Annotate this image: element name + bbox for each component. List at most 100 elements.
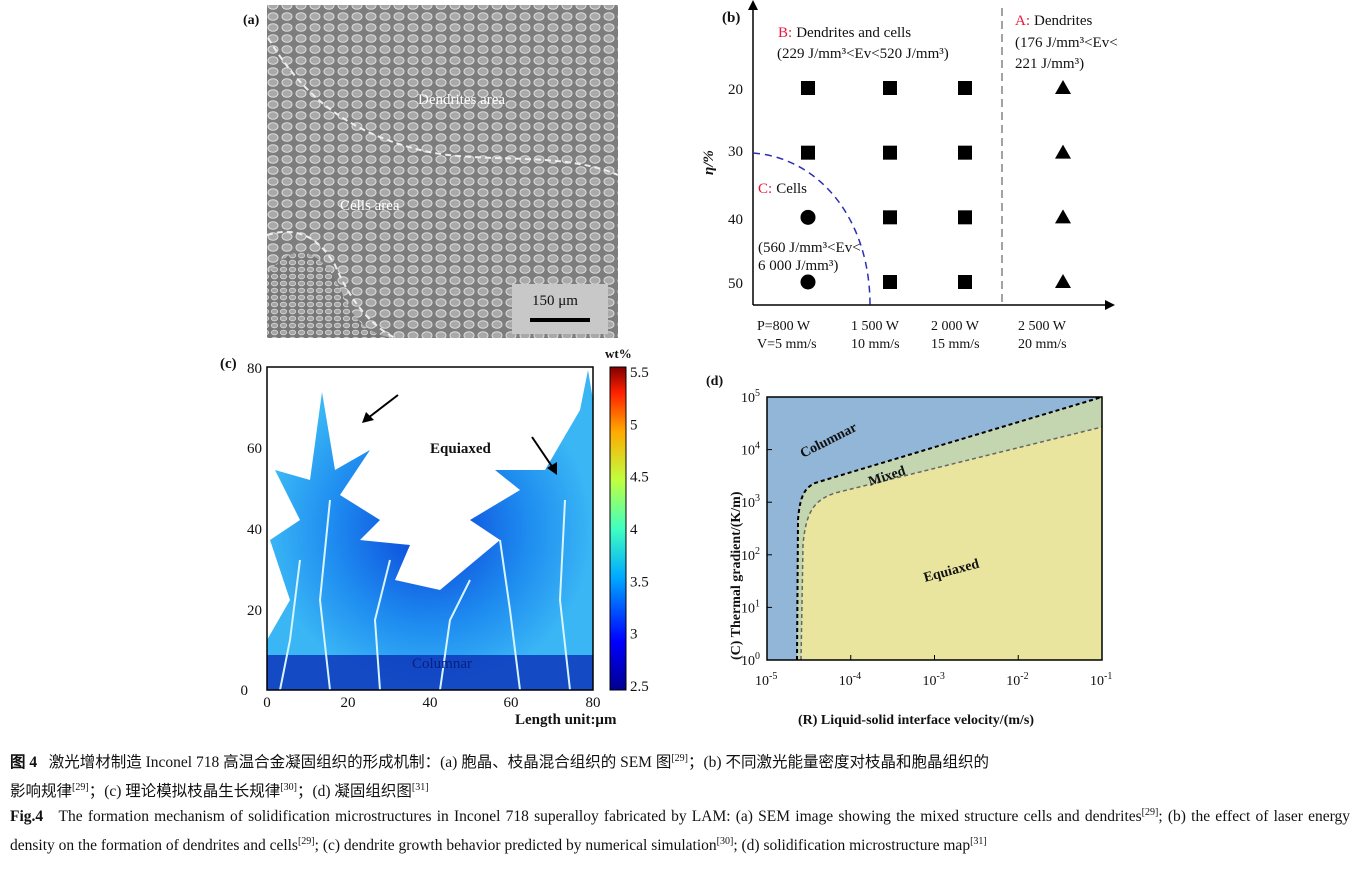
x-tick-power: P=800 W [757, 319, 811, 334]
x-tick-speed: V=5 mm/s [757, 337, 817, 352]
region-b-tag: B: [778, 25, 792, 41]
caption-cn-text: ；(c) 理论模拟枝晶生长规律 [88, 783, 281, 801]
caption-cn-text: ；(d) 凝固组织图 [296, 783, 412, 801]
region-c-range-1: (560 J/mm³<Ev< [758, 240, 861, 256]
region-c-title: C: Cells [758, 181, 807, 197]
caption-cn-label: 图 4 [10, 754, 38, 772]
y-tick: 20 [247, 603, 262, 619]
x-tick-power: 2 000 W [931, 319, 980, 334]
equiaxed-label: Equiaxed [430, 441, 492, 457]
scale-bar-box [512, 284, 608, 334]
panel-d: (d) Columnar Mixed Equiaxed 10-5 10-4 10-3… [706, 374, 1112, 728]
x-tick: 10-3 [923, 671, 945, 689]
caption-en-text: ; (b) the effect of laser energy density… [10, 808, 1350, 855]
data-point-square [958, 210, 972, 225]
columnar-mixed-boundary [796, 396, 1103, 661]
y-tick: 40 [247, 522, 262, 538]
caption-english: Fig.4 The formation mechanism of solidif… [10, 800, 1350, 858]
citation: [31] [411, 782, 429, 794]
data-point-square [883, 145, 897, 160]
data-point-square [883, 275, 897, 289]
plot-frame [266, 366, 594, 691]
data-point-circle [800, 274, 816, 290]
caption-cn-text: ；(b) 不同激光能量密度对枝晶和胞晶组织的 [688, 754, 989, 772]
dendrite-field [267, 370, 593, 691]
x-tick-power: 1 500 W [851, 319, 900, 334]
data-point-triangle [1055, 80, 1071, 94]
panel-a: (a) Dendrites area Cells area 150 μm [243, 5, 619, 339]
region-c-boundary [752, 152, 871, 306]
x-tick-speed: 10 mm/s [851, 337, 900, 352]
colorbar-tick: 4 [630, 522, 638, 538]
data-point-triangle [1055, 274, 1071, 288]
region-c-range-2: 6 000 J/mm³) [758, 258, 838, 274]
panel-c-label: (c) [220, 356, 237, 372]
y-tick: 0 [241, 683, 249, 699]
data-point-square [958, 275, 972, 289]
caption-en-label: Fig.4 [10, 808, 44, 826]
scale-bar-label: 150 μm [532, 293, 578, 309]
data-point-square [883, 81, 897, 95]
data-point-square [958, 145, 972, 160]
dendrite-boundary-line [267, 37, 619, 176]
cells-area-label: Cells area [340, 198, 400, 214]
citation: [30] [716, 836, 734, 848]
sem-fine-region [267, 252, 400, 338]
x-tick: 10-2 [1006, 671, 1028, 689]
x-tick-speed: 20 mm/s [1018, 337, 1067, 352]
caption-en-text: ; (d) solidification microstructure map [733, 837, 971, 855]
colorbar-tick: 3 [630, 627, 638, 643]
data-point-square [801, 145, 815, 160]
data-point-square [883, 210, 897, 225]
panel-a-label: (a) [243, 13, 260, 28]
x-tick: 60 [504, 695, 519, 711]
caption-chinese: 图 4 激光增材制造 Inconel 718 高温合金凝固组织的形成机制：(a)… [10, 746, 1350, 804]
scatter-points [800, 80, 1071, 290]
x-axis-label: Length unit:μm [515, 712, 617, 728]
x-axis-arrow-icon [1105, 300, 1115, 310]
region-c-tag: C: [758, 181, 772, 197]
y-tick: 30 [728, 144, 743, 160]
citation: [29] [297, 836, 315, 848]
equiaxed-region [801, 427, 1102, 660]
colorbar-tick: 3.5 [630, 574, 649, 590]
region-b-range: (229 J/mm³<Ev<520 J/mm³) [777, 46, 949, 62]
x-tick: 40 [423, 695, 438, 711]
caption-cn-text: 影响规律 [10, 783, 73, 801]
region-b-name: Dendrites and cells [796, 25, 911, 41]
data-point-square [958, 81, 972, 95]
x-tick: 80 [586, 695, 601, 711]
region-a-title: A: Dendrites [1015, 13, 1092, 29]
caption-en-text: ; (c) dendrite growth behavior predicted… [314, 837, 717, 855]
x-tick-speed: 15 mm/s [931, 337, 980, 352]
arrow-icon [367, 394, 399, 419]
x-axis-label: (R) Liquid-solid interface velocity/(m/s… [798, 713, 1034, 728]
arrow-icon [531, 436, 554, 469]
region-a-name: Dendrites [1034, 13, 1092, 29]
x-tick: 10-4 [839, 671, 861, 689]
x-tick: 0 [263, 695, 271, 711]
columnar-label: Columnar [412, 656, 472, 672]
y-tick: 50 [728, 276, 743, 292]
y-tick: 105 [741, 388, 760, 406]
arrow-head-icon [362, 412, 374, 423]
colorbar-tick: 2.5 [630, 679, 649, 695]
x-tick: 10-5 [755, 671, 777, 689]
region-b-title: B: Dendrites and cells [778, 25, 911, 41]
region-c-name: Cells [776, 181, 807, 197]
y-tick: 20 [728, 82, 743, 98]
x-tick: 10-1 [1090, 671, 1112, 689]
data-point-circle [800, 209, 816, 225]
colorbar-title: wt% [605, 346, 632, 361]
y-tick: 80 [247, 361, 262, 377]
y-axis-arrow-icon [748, 0, 758, 10]
x-tick: 20 [341, 695, 356, 711]
y-tick: 60 [247, 441, 262, 457]
y-tick: 40 [728, 212, 743, 228]
dendrites-area-label: Dendrites area [418, 92, 505, 108]
y-axis-label: η/% [701, 150, 717, 175]
panel-b: (b) 20 30 40 50 η/% B: Dendrites and cell… [701, 0, 1118, 352]
colorbar [609, 366, 627, 691]
cells-boundary-line [266, 230, 396, 339]
data-point-triangle [1055, 144, 1071, 159]
